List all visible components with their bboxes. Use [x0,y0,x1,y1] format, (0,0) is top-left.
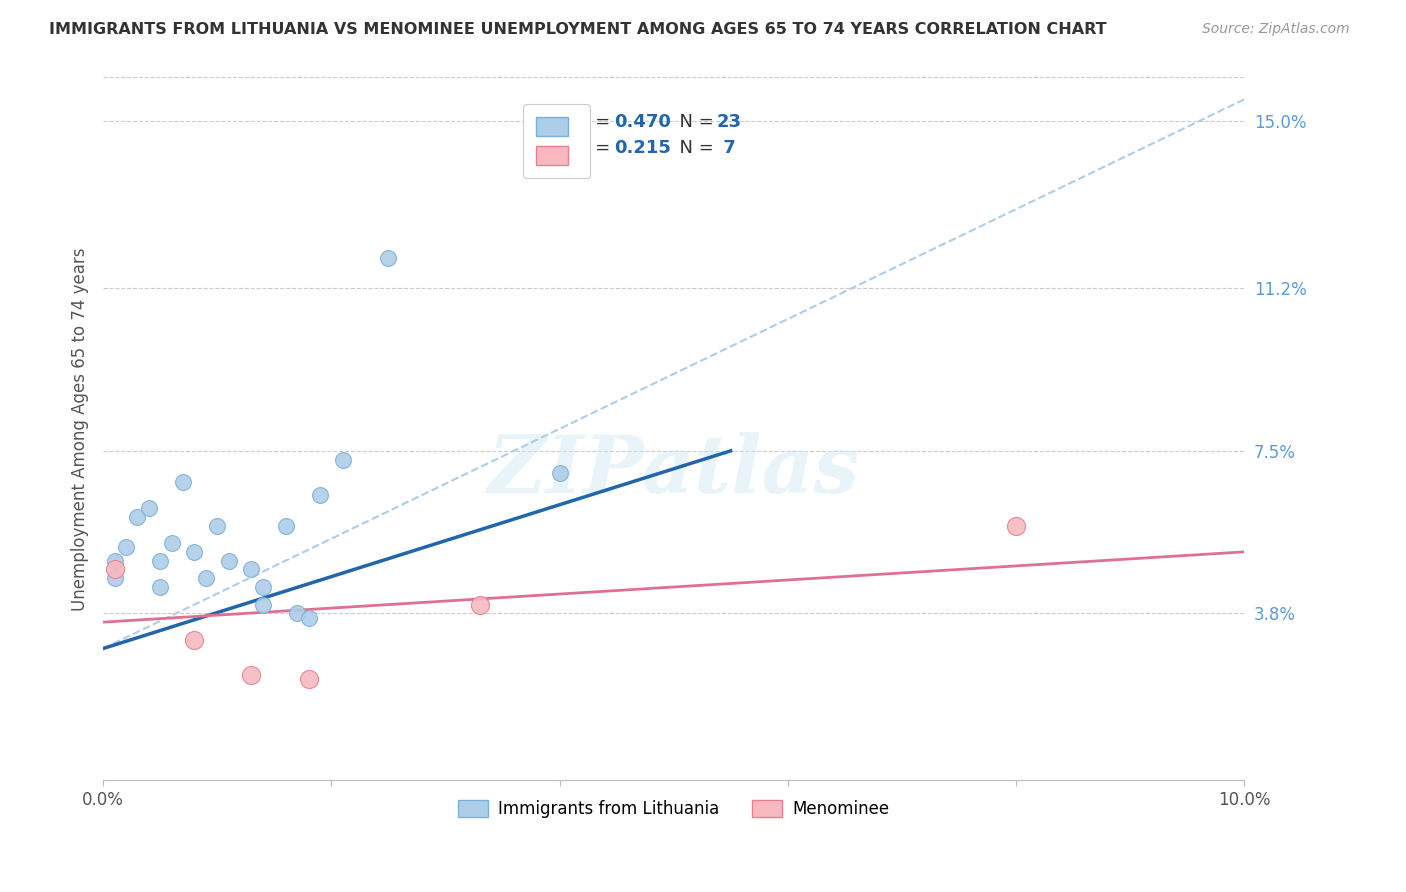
Point [103,571,125,585]
Point [160,536,183,550]
Point [194,571,217,585]
Point [285,607,308,621]
Point [274,518,297,533]
Point [240,562,263,576]
Point [218,554,240,568]
Text: R =: R = [576,138,616,157]
Point [115,541,138,555]
Point [183,632,205,647]
Point [297,611,319,625]
Text: 7: 7 [717,138,735,157]
Text: N =: N = [668,138,720,157]
Point [149,554,172,568]
Point [138,500,160,515]
Point [332,452,354,467]
Point [149,580,172,594]
Text: Source: ZipAtlas.com: Source: ZipAtlas.com [1202,22,1350,37]
Point [127,509,149,524]
Text: 23: 23 [717,112,742,130]
Point [103,562,125,576]
Point [240,668,263,682]
Text: ZIPatlas: ZIPatlas [488,433,859,510]
Legend: Immigrants from Lithuania, Menominee: Immigrants from Lithuania, Menominee [451,793,896,825]
Text: R =: R = [576,112,616,130]
Point [172,475,194,489]
Text: 0.470: 0.470 [614,112,671,130]
Point [252,580,274,594]
Point [468,598,491,612]
Point [377,251,399,265]
Point [1005,518,1028,533]
Point [207,518,229,533]
Text: IMMIGRANTS FROM LITHUANIA VS MENOMINEE UNEMPLOYMENT AMONG AGES 65 TO 74 YEARS CO: IMMIGRANTS FROM LITHUANIA VS MENOMINEE U… [49,22,1107,37]
Point [548,466,571,480]
Text: N =: N = [668,112,720,130]
Text: 0.215: 0.215 [614,138,671,157]
Y-axis label: Unemployment Among Ages 65 to 74 years: Unemployment Among Ages 65 to 74 years [72,247,89,611]
Point [103,554,125,568]
Point [183,545,205,559]
Point [252,598,274,612]
Point [309,488,332,502]
Point [297,673,319,687]
